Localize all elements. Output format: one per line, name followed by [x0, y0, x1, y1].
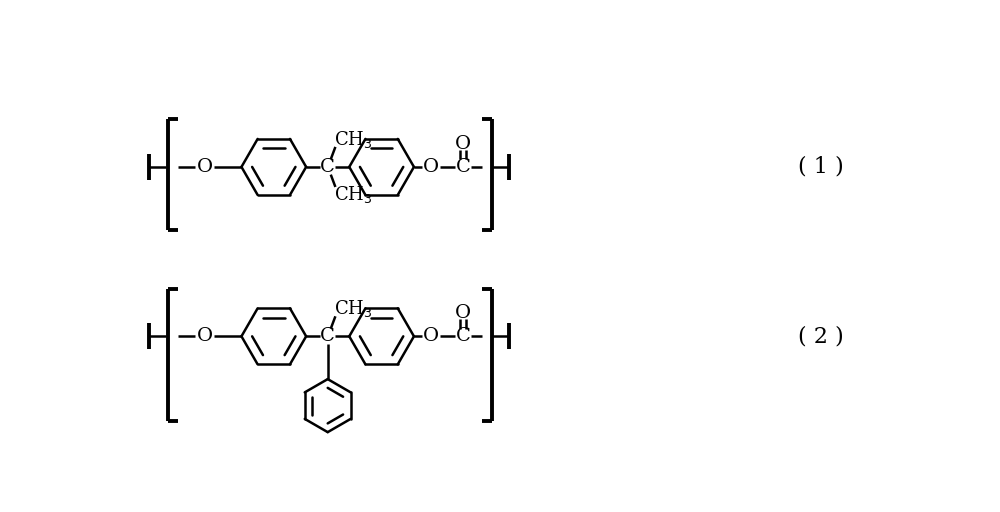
Text: CH$_3$: CH$_3$ — [334, 129, 372, 150]
Text: O: O — [455, 135, 471, 153]
Text: O: O — [455, 304, 471, 322]
Text: ( 2 ): ( 2 ) — [798, 325, 843, 347]
Text: ( 1 ): ( 1 ) — [798, 156, 843, 178]
Text: O: O — [423, 327, 439, 345]
Text: O: O — [196, 158, 213, 176]
Text: O: O — [196, 327, 213, 345]
Text: O: O — [423, 158, 439, 176]
Text: C: C — [456, 158, 471, 176]
Text: C: C — [456, 327, 471, 345]
Text: CH$_3$: CH$_3$ — [334, 298, 372, 319]
Text: C: C — [320, 158, 335, 176]
Text: CH$_3$: CH$_3$ — [334, 184, 372, 205]
Text: C: C — [320, 327, 335, 345]
